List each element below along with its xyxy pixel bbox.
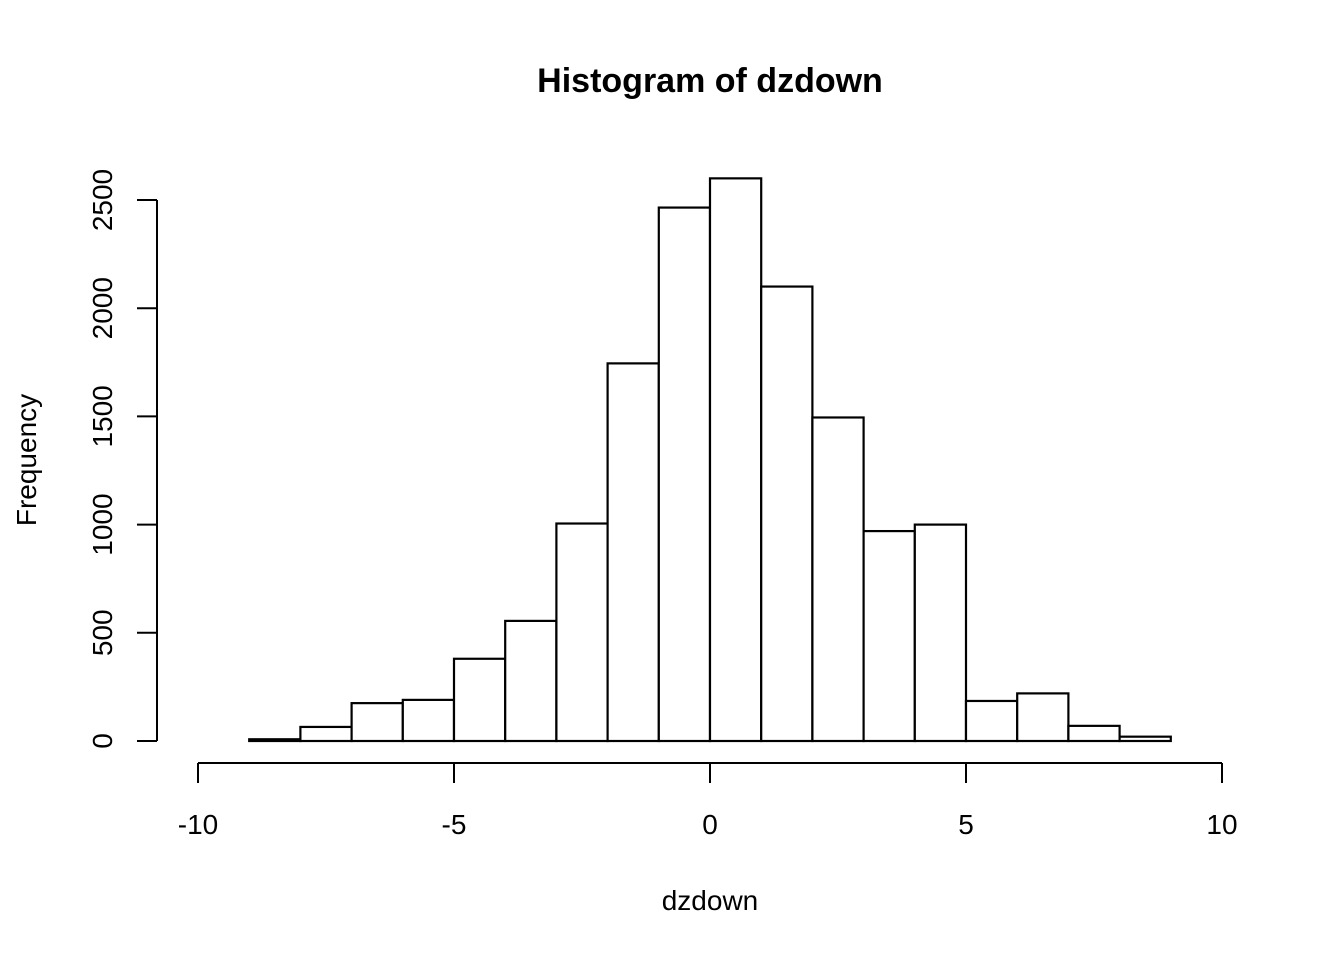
y-tick-label: 0 <box>87 733 118 749</box>
x-tick-label: 5 <box>958 809 974 840</box>
histogram-bar <box>1016 692 1070 743</box>
histogram-bar <box>504 619 558 743</box>
histogram-bar <box>913 523 968 743</box>
histogram-bar <box>708 177 763 743</box>
histogram-bar <box>657 206 712 743</box>
y-tick-label: 2500 <box>87 169 118 231</box>
x-axis: -10 -5 0 5 10 <box>178 762 1238 840</box>
histogram-bar <box>248 738 302 743</box>
chart-title: Histogram of dzdown <box>537 62 883 100</box>
histogram-bar <box>401 698 456 743</box>
x-tick-label: -5 <box>442 809 467 840</box>
histogram-bar <box>606 362 660 743</box>
y-tick-label: 1500 <box>87 385 118 447</box>
histogram-bar <box>555 522 609 743</box>
histogram-bar <box>299 725 353 743</box>
y-axis-title: Frequency <box>11 394 42 526</box>
bars-group <box>248 177 1172 743</box>
x-tick-label: -10 <box>178 809 218 840</box>
y-tick-label: 2000 <box>87 277 118 339</box>
histogram-bar <box>760 285 814 743</box>
y-tick-label: 1000 <box>87 493 118 555</box>
x-tick-label: 0 <box>702 809 718 840</box>
histogram-bar <box>1067 724 1121 743</box>
y-tick-label: 500 <box>87 609 118 656</box>
histogram-bar <box>1118 735 1172 743</box>
histogram-bar <box>964 699 1019 743</box>
histogram-bar <box>811 416 865 743</box>
histogram-bar <box>862 529 916 743</box>
x-axis-title: dzdown <box>662 885 759 916</box>
x-tick-label: 10 <box>1206 809 1237 840</box>
histogram-bar <box>350 702 404 743</box>
histogram-bar <box>452 657 507 743</box>
y-axis: 0 500 1000 1500 2000 2500 <box>87 169 158 749</box>
